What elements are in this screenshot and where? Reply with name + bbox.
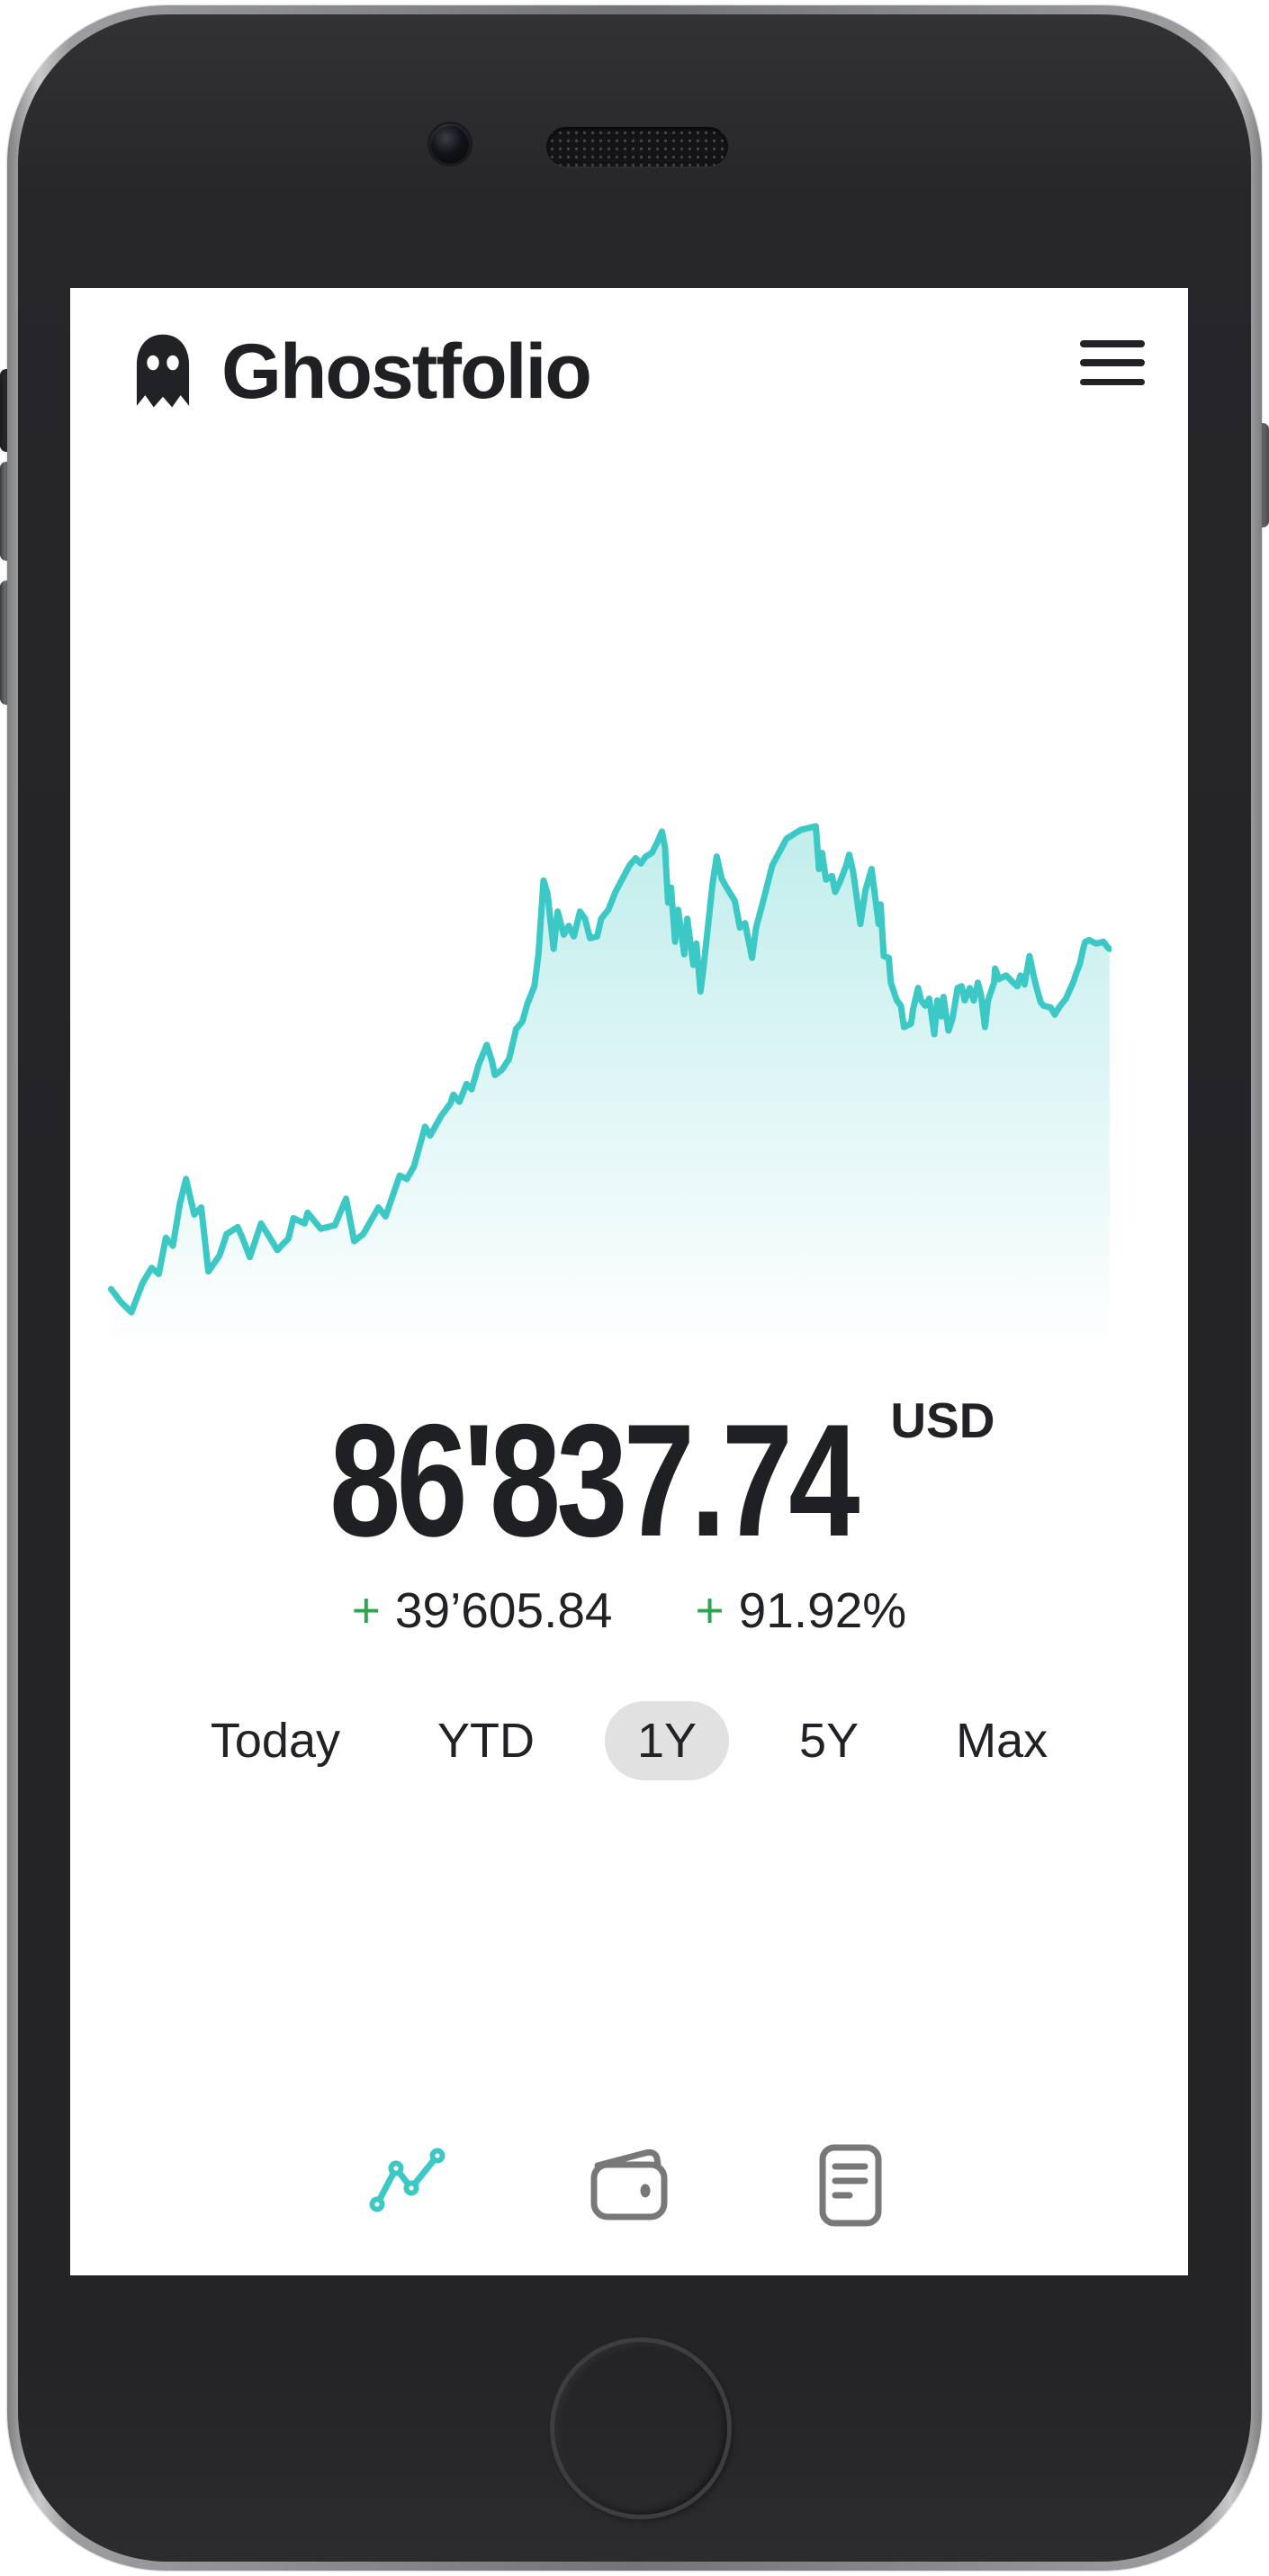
- chart-area-fill: [111, 826, 1110, 1350]
- hamburger-menu-icon[interactable]: [1080, 340, 1147, 385]
- plus-sign-icon: +: [695, 1582, 724, 1638]
- nav-overview-line-chart-icon[interactable]: [364, 2140, 452, 2229]
- portfolio-total-value: 86'837.74: [328, 1391, 860, 1570]
- home-button: [550, 2337, 732, 2519]
- nav-portfolio-wallet-icon[interactable]: [585, 2140, 673, 2229]
- nav-transactions-list-icon[interactable]: [806, 2140, 895, 2229]
- earpiece-speaker: [546, 127, 728, 167]
- ghost-icon: [136, 334, 190, 407]
- period-option-max[interactable]: Max: [929, 1701, 1075, 1780]
- period-selector: Today YTD 1Y 5Y Max: [70, 1701, 1188, 1780]
- plus-sign-icon: +: [351, 1582, 381, 1638]
- app-screen: Ghostfolio 86'837.74: [70, 288, 1188, 2275]
- period-option-5y[interactable]: 5Y: [772, 1701, 886, 1780]
- period-option-today[interactable]: Today: [184, 1701, 367, 1780]
- period-option-ytd[interactable]: YTD: [410, 1701, 562, 1780]
- change-percent: + 91.92%: [696, 1581, 907, 1639]
- change-absolute-value: 39’605.84: [394, 1582, 613, 1638]
- app-header: Ghostfolio: [70, 288, 1188, 423]
- bottom-navigation: [70, 2140, 1188, 2229]
- change-absolute: + 39’605.84: [352, 1581, 613, 1639]
- currency-label: USD: [890, 1392, 995, 1448]
- change-percent-value: 91.92%: [738, 1582, 907, 1638]
- front-camera: [430, 124, 470, 164]
- portfolio-value-block: 86'837.74 USD: [70, 1391, 1188, 1570]
- performance-chart: [99, 810, 1112, 1350]
- performance-change-row: + 39’605.84 + 91.92%: [70, 1581, 1188, 1639]
- app-logo[interactable]: Ghostfolio: [126, 328, 592, 417]
- app-title: Ghostfolio: [221, 329, 592, 415]
- chart-line: [108, 823, 1112, 1316]
- period-option-1y[interactable]: 1Y: [604, 1701, 730, 1780]
